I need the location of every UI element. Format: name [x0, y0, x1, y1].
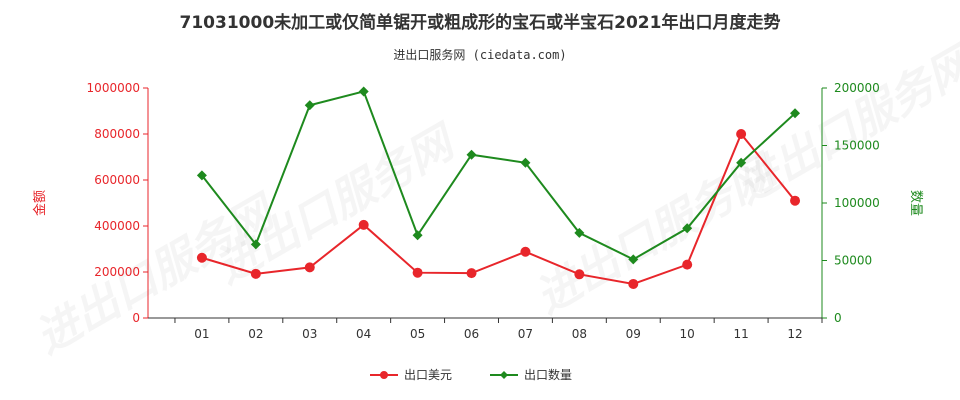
data-point-出口美元: [628, 278, 639, 289]
right-axis-label: 数量: [908, 190, 923, 216]
data-point-出口美元: [790, 195, 801, 206]
left-axis-tick-label: 600000: [94, 173, 140, 187]
data-point-出口美元: [304, 262, 315, 273]
x-axis-tick-label: 08: [572, 327, 587, 341]
right-axis-tick-label: 150000: [834, 139, 880, 153]
x-axis-tick-label: 10: [680, 327, 695, 341]
left-axis-tick-label: 1000000: [87, 81, 140, 95]
left-axis-tick-label: 0: [132, 311, 140, 325]
data-point-出口美元: [736, 129, 747, 139]
x-axis-tick-label: 11: [733, 327, 748, 341]
data-point-出口美元: [250, 268, 261, 279]
x-axis-tick-label: 05: [410, 327, 425, 341]
left-axis-tick-label: 200000: [94, 265, 140, 279]
left-axis-label: 金额: [32, 190, 48, 216]
x-axis-tick-label: 02: [248, 327, 263, 341]
data-point-出口美元: [358, 219, 369, 230]
data-point-出口数量: [196, 170, 207, 181]
data-point-出口数量: [250, 239, 261, 250]
data-point-出口美元: [412, 267, 423, 278]
data-point-出口美元: [520, 246, 531, 257]
x-axis-tick-label: 07: [518, 327, 533, 341]
chart-subtitle: 进出口服务网 (ciedata.com): [393, 48, 567, 62]
x-axis-tick-label: 09: [626, 327, 641, 341]
x-axis-tick-label: 04: [356, 327, 371, 341]
legend-label-出口美元: 出口美元: [404, 368, 452, 382]
data-point-出口数量: [466, 149, 477, 160]
data-point-出口数量: [790, 108, 801, 119]
legend-marker-出口数量: [500, 371, 508, 379]
data-point-出口数量: [304, 100, 315, 111]
x-axis-tick-label: 12: [787, 327, 802, 341]
data-point-出口数量: [412, 230, 423, 241]
data-point-出口数量: [574, 227, 585, 238]
chart-title: 71031000未加工或仅简单锯开或粗成形的宝石或半宝石2021年出口月度走势: [179, 13, 781, 33]
right-axis-tick-label: 0: [834, 311, 842, 325]
left-axis-tick-label: 800000: [94, 127, 140, 141]
data-point-出口数量: [628, 254, 639, 265]
series-line-出口美元: [201, 132, 796, 285]
data-point-出口美元: [196, 252, 207, 263]
legend-marker-出口美元: [380, 371, 388, 379]
x-axis-tick-label: 03: [302, 327, 317, 341]
data-point-出口美元: [682, 259, 693, 270]
x-axis-tick-label: 01: [194, 327, 209, 341]
series-line-出口数量: [201, 90, 796, 261]
left-axis-tick-label: 400000: [94, 219, 140, 233]
x-axis-tick-label: 06: [464, 327, 479, 341]
right-axis-tick-label: 100000: [834, 196, 880, 210]
data-point-出口数量: [736, 157, 747, 168]
right-axis-tick-label: 50000: [834, 254, 872, 268]
right-axis-tick-label: 200000: [834, 81, 880, 95]
legend-label-出口数量: 出口数量: [524, 367, 572, 382]
data-point-出口美元: [466, 268, 477, 279]
data-point-出口数量: [358, 86, 369, 97]
data-point-出口美元: [574, 269, 585, 280]
data-point-出口数量: [682, 223, 693, 234]
data-point-出口数量: [520, 157, 531, 168]
